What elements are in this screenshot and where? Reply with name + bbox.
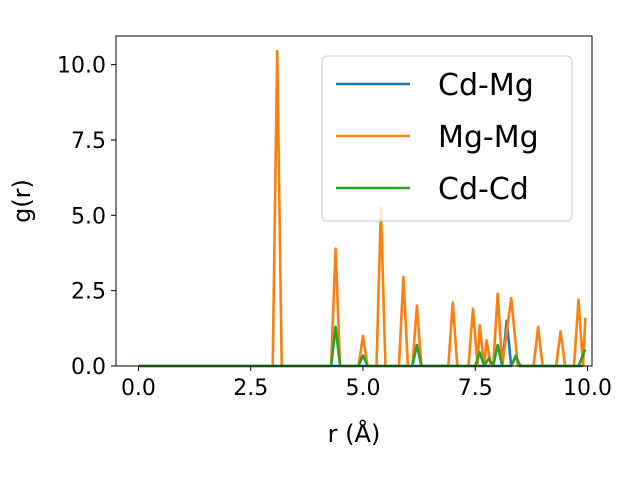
y-tick-label: 10.0 [57, 54, 106, 79]
x-axis-ticks: 0.0 2.5 5.0 7.5 10.0 [121, 366, 612, 401]
axes-frame [115, 35, 593, 367]
y-tick-label: 0.0 [71, 355, 106, 380]
legend-box [321, 55, 573, 222]
y-tick-label: 5.0 [71, 204, 106, 229]
x-tick-label: 10.0 [563, 376, 612, 401]
y-axis-label: g(r) [8, 179, 36, 223]
x-tick-label: 7.5 [458, 376, 493, 401]
x-tick-label: 5.0 [345, 376, 380, 401]
legend: Cd-Mg Mg-Mg Cd-Cd [321, 55, 573, 222]
x-tick-label: 0.0 [121, 376, 156, 401]
y-tick-label: 7.5 [71, 129, 106, 154]
legend-entries: Cd-Mg Mg-Mg Cd-Cd [336, 68, 539, 207]
y-tick-label: 2.5 [71, 280, 106, 305]
x-tick-label: 2.5 [233, 376, 268, 401]
legend-label-mg-mg: Mg-Mg [438, 120, 539, 155]
y-axis-ticks: 0.0 2.5 5.0 7.5 10.0 [57, 54, 116, 380]
x-axis-label: r (Å) [328, 419, 381, 448]
legend-label-cd-mg: Cd-Mg [438, 68, 534, 103]
legend-label-cd-cd: Cd-Cd [438, 172, 529, 207]
